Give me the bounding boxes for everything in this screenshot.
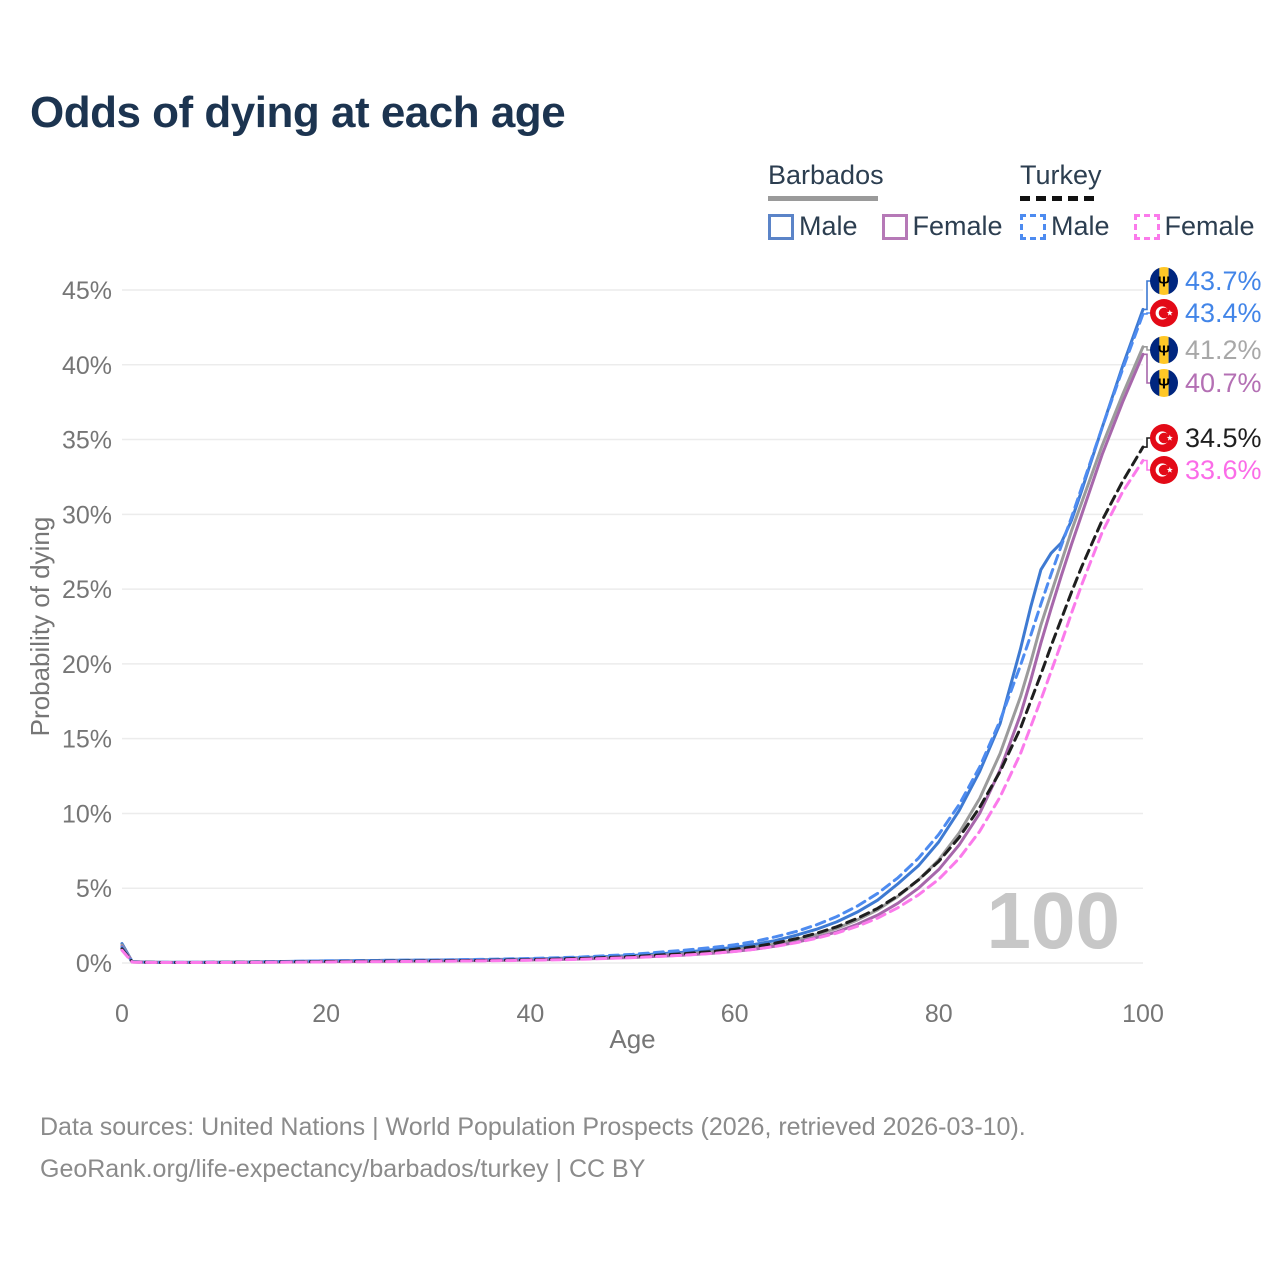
- legend-country-turkey: Turkey: [1020, 160, 1279, 201]
- source-line-2: GeoRank.org/life-expectancy/barbados/tur…: [40, 1155, 646, 1183]
- end-label-barbados-female: Ψ 40.7%: [1150, 367, 1262, 398]
- svg-text:Ψ: Ψ: [1158, 343, 1170, 360]
- legend-item-barbados-female[interactable]: Female: [912, 211, 1003, 241]
- svg-text:20%: 20%: [62, 651, 112, 679]
- svg-text:100: 100: [1122, 1000, 1164, 1028]
- source-line-1: Data sources: United Nations | World Pop…: [40, 1113, 1026, 1141]
- turkey-flag-icon: [1150, 299, 1178, 327]
- svg-text:40: 40: [516, 1000, 544, 1028]
- page-title: Odds of dying at each age: [30, 88, 566, 137]
- end-value: 34.5%: [1185, 422, 1262, 453]
- end-label-turkey-male: 43.4%: [1150, 297, 1262, 328]
- barbados-flag-icon: Ψ: [1150, 336, 1178, 364]
- svg-text:45%: 45%: [62, 277, 112, 305]
- barbados-female-swatch[interactable]: [881, 213, 908, 240]
- svg-text:0%: 0%: [76, 950, 112, 978]
- legend-country-barbados: Barbados: [768, 160, 1027, 201]
- svg-text:5%: 5%: [76, 875, 112, 903]
- svg-text:100: 100: [987, 876, 1120, 965]
- turkey-flag-icon: [1150, 424, 1178, 452]
- svg-text:0: 0: [115, 1000, 129, 1028]
- barbados-male-swatch[interactable]: [768, 213, 794, 240]
- end-label-turkey-female: 33.6%: [1150, 454, 1262, 485]
- svg-text:60: 60: [721, 1000, 749, 1028]
- svg-text:80: 80: [925, 1000, 953, 1028]
- svg-text:35%: 35%: [62, 427, 112, 455]
- turkey-male-swatch[interactable]: [1020, 213, 1046, 240]
- turkey-female-swatch[interactable]: [1133, 213, 1160, 240]
- legend-item-barbados-male[interactable]: Male: [799, 211, 858, 241]
- svg-text:25%: 25%: [62, 576, 112, 604]
- end-value: 41.2%: [1185, 334, 1262, 365]
- legend-item-turkey-male[interactable]: Male: [1051, 211, 1110, 241]
- end-label-turkey-both: 34.5%: [1150, 422, 1262, 453]
- data-sources: Data sources: United Nations | World Pop…: [40, 1106, 1026, 1190]
- end-label-barbados-male: Ψ 43.7%: [1150, 265, 1262, 296]
- legend-group-barbados: Barbados Male Female: [768, 160, 1027, 242]
- svg-text:Probability of dying: Probability of dying: [25, 517, 55, 737]
- legend-group-turkey: Turkey Male Female: [1020, 160, 1279, 242]
- end-value: 33.6%: [1185, 454, 1262, 485]
- barbados-flag-icon: Ψ: [1150, 267, 1178, 295]
- end-value: 40.7%: [1185, 367, 1262, 398]
- barbados-solid-line-swatch: [768, 196, 878, 201]
- turkey-flag-icon: [1150, 456, 1178, 484]
- svg-text:20: 20: [312, 1000, 340, 1028]
- legend-country-label: Turkey: [1020, 160, 1102, 190]
- turkey-dashed-line-swatch: [1020, 196, 1100, 201]
- legend-country-label: Barbados: [768, 160, 884, 190]
- svg-text:10%: 10%: [62, 800, 112, 828]
- svg-text:15%: 15%: [62, 726, 112, 754]
- legend-item-turkey-female[interactable]: Female: [1164, 211, 1255, 241]
- svg-text:Ψ: Ψ: [1158, 376, 1170, 393]
- end-value: 43.4%: [1185, 297, 1262, 328]
- barbados-flag-icon: Ψ: [1150, 369, 1178, 397]
- svg-text:30%: 30%: [62, 501, 112, 529]
- end-value: 43.7%: [1185, 265, 1262, 296]
- svg-text:Age: Age: [609, 1024, 655, 1054]
- svg-text:40%: 40%: [62, 352, 112, 380]
- svg-text:Ψ: Ψ: [1158, 274, 1170, 291]
- end-label-barbados-both: Ψ 41.2%: [1150, 334, 1262, 365]
